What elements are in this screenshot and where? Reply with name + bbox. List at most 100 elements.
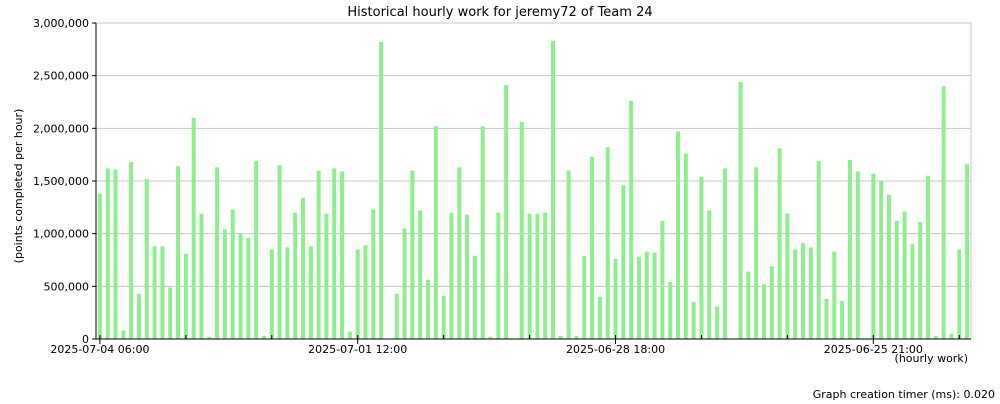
bar <box>191 117 196 339</box>
bar <box>886 194 891 339</box>
bar <box>418 210 423 339</box>
bar <box>136 293 141 339</box>
bar <box>160 246 165 339</box>
bar <box>332 168 337 339</box>
bar <box>379 41 384 340</box>
y-tick-label: 3,000,000 <box>33 17 89 30</box>
bar <box>340 171 345 339</box>
bar <box>254 160 259 339</box>
bar <box>269 249 274 339</box>
bar <box>691 302 696 339</box>
bar <box>543 212 548 339</box>
bar <box>621 185 626 339</box>
y-tick-label: 500,000 <box>44 280 90 293</box>
bar <box>176 166 181 339</box>
x-tick-label: 2025-06-28 18:00 <box>566 343 665 356</box>
y-tick-label: 1,000,000 <box>33 228 89 241</box>
y-tick-label: 1,500,000 <box>33 175 89 188</box>
bar <box>722 168 727 339</box>
y-tick-label: 2,500,000 <box>33 70 89 83</box>
bar <box>129 162 134 339</box>
bar <box>207 336 212 339</box>
bar <box>824 298 829 339</box>
bar <box>918 222 923 339</box>
bar <box>277 165 282 339</box>
x-axis-label: (hourly work) <box>895 352 968 365</box>
y-tick-label: 0 <box>82 333 89 346</box>
bar <box>488 336 493 339</box>
y-tick-label: 2,000,000 <box>33 122 89 135</box>
bar <box>449 212 454 339</box>
bar <box>426 280 431 339</box>
bar <box>629 100 634 339</box>
bar <box>410 170 415 339</box>
bar <box>840 301 845 339</box>
bar <box>519 122 524 339</box>
bar <box>754 167 759 339</box>
bar <box>933 335 938 339</box>
bar <box>777 148 782 339</box>
bar <box>472 255 477 339</box>
bar <box>902 211 907 339</box>
bar <box>652 252 657 339</box>
bar <box>769 266 774 339</box>
bar <box>285 247 290 339</box>
y-axis-label: (points completed per hour) <box>12 109 25 264</box>
bar <box>847 159 852 339</box>
x-tick-labels: 2025-07-04 06:00 2025-07-01 12:00 2025-06-… <box>50 339 923 356</box>
bar <box>597 296 602 339</box>
x-tick-label: 2025-06-25 21:00 <box>824 343 923 356</box>
bar <box>363 245 368 339</box>
bar <box>957 249 962 339</box>
x-tick-label: 2025-07-01 12:00 <box>308 343 407 356</box>
bar <box>894 221 899 339</box>
bar <box>785 213 790 339</box>
bar <box>535 213 540 339</box>
bar <box>402 228 407 339</box>
bar <box>707 210 712 339</box>
bar <box>215 167 220 339</box>
x-tick-label: 2025-07-04 06:00 <box>50 343 149 356</box>
bar <box>441 295 446 339</box>
bar <box>683 153 688 339</box>
bar <box>808 247 813 339</box>
bar <box>793 249 798 339</box>
bar <box>582 255 587 339</box>
bar <box>355 249 360 339</box>
bar <box>879 181 884 339</box>
bar <box>676 131 681 339</box>
bar <box>746 271 751 339</box>
chart-title: Historical hourly work for jeremy72 of T… <box>347 5 652 20</box>
graph-timer-text: Graph creation timer (ms): 0.020 <box>813 388 995 400</box>
bar <box>941 86 946 339</box>
bar <box>871 173 876 339</box>
bar <box>308 246 313 339</box>
bar <box>949 333 954 339</box>
bar <box>926 175 931 339</box>
bar <box>293 212 298 339</box>
bar <box>574 335 579 339</box>
bar <box>230 209 235 339</box>
y-tick-labels: 0 500,000 1,000,000 1,500,000 2,000,000 2,500… <box>33 17 89 346</box>
bar <box>801 243 806 339</box>
bar <box>261 335 266 339</box>
bar <box>558 335 563 339</box>
bar <box>761 284 766 339</box>
bar <box>965 164 970 339</box>
bar <box>433 126 438 339</box>
bar <box>347 331 352 339</box>
bar <box>457 167 462 339</box>
bar <box>613 258 618 339</box>
bar <box>222 229 227 339</box>
bar <box>636 256 641 339</box>
bars <box>97 40 970 340</box>
bar <box>738 81 743 340</box>
bar <box>199 213 204 339</box>
bar <box>816 160 821 339</box>
bar <box>699 176 704 339</box>
bar <box>644 251 649 339</box>
bar <box>504 85 509 340</box>
bar <box>183 253 188 339</box>
bar <box>496 212 501 339</box>
